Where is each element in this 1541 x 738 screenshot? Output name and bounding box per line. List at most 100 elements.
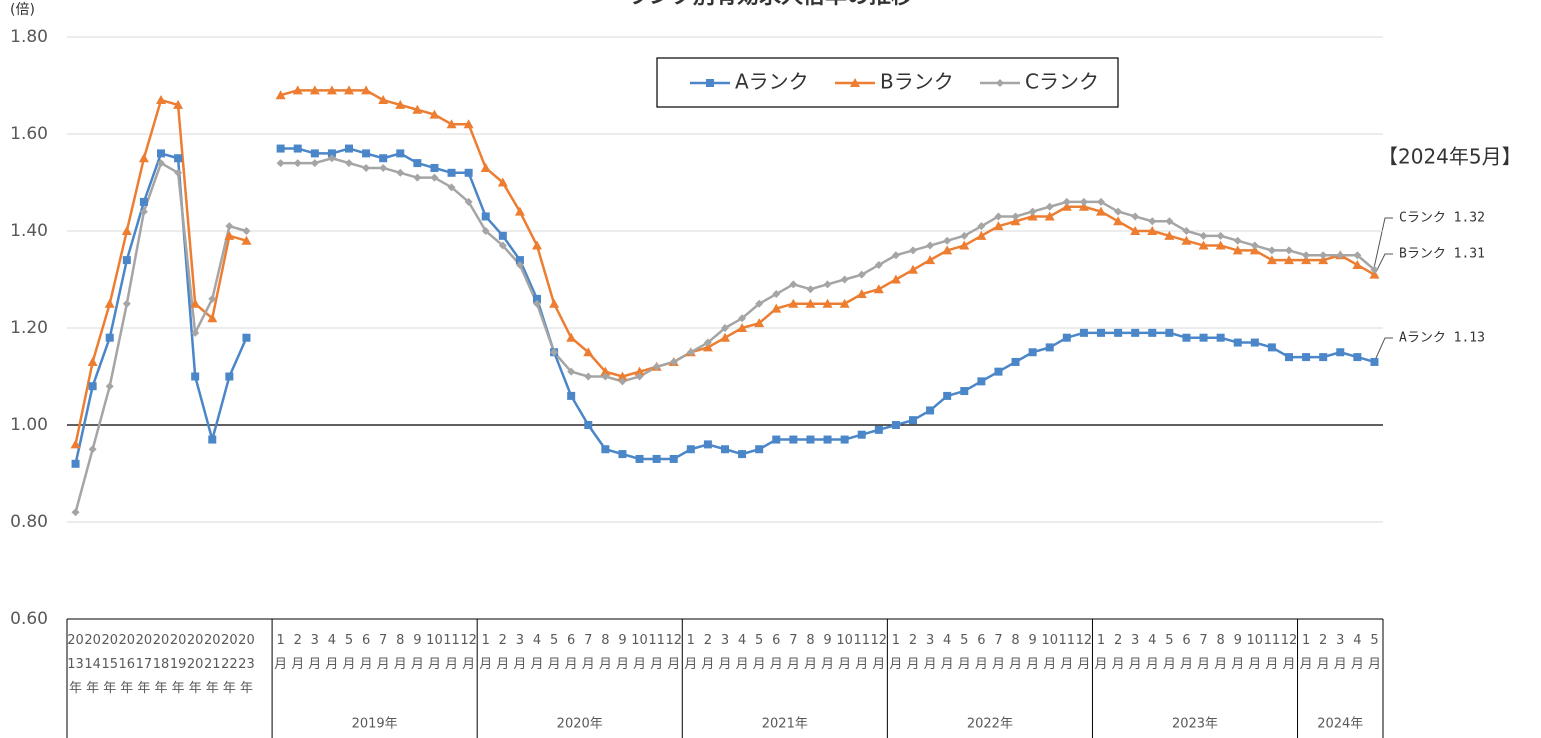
marker [1011, 212, 1020, 221]
marker [857, 430, 866, 439]
marker [652, 454, 661, 463]
marker [1182, 227, 1191, 235]
marker [430, 163, 439, 172]
y-unit: (倍) [10, 2, 35, 18]
series-line [74, 147, 1375, 465]
marker [1353, 353, 1362, 362]
marker [242, 227, 251, 235]
group-label: 2021年 [762, 717, 808, 732]
marker [1096, 206, 1106, 216]
marker [567, 367, 576, 376]
x-tick-label: 11 月 [1264, 633, 1281, 672]
marker [498, 241, 507, 250]
marker [139, 207, 148, 216]
marker [345, 144, 353, 153]
marker [686, 348, 695, 357]
marker [1198, 240, 1209, 250]
marker [925, 255, 936, 265]
marker [481, 227, 490, 235]
marker [362, 163, 371, 172]
marker [806, 435, 815, 444]
x-tick-label: 20 17 年 [136, 633, 153, 696]
marker [1097, 328, 1105, 337]
marker [857, 270, 866, 279]
marker [345, 159, 353, 168]
marker [738, 314, 747, 323]
marker [1370, 265, 1379, 274]
leader-line [1375, 253, 1393, 273]
marker [652, 362, 661, 371]
x-tick-label: 11 月 [443, 633, 460, 672]
marker [1352, 259, 1363, 269]
marker [498, 231, 507, 240]
x-tick-label: 20 14 年 [84, 633, 101, 696]
marker [1114, 328, 1123, 337]
group-label: 2023年 [1172, 717, 1218, 732]
marker [669, 454, 678, 463]
marker [224, 230, 235, 240]
marker [71, 508, 80, 517]
marker [702, 342, 713, 352]
x-tick-label: 20 23 年 [238, 633, 255, 696]
marker [635, 454, 644, 463]
marker [1148, 328, 1157, 337]
marker [361, 85, 372, 95]
y-tick-label: 0.80 [10, 512, 48, 532]
marker [1267, 343, 1276, 352]
marker [1301, 255, 1312, 265]
marker [241, 235, 252, 245]
marker [960, 387, 969, 396]
marker [1061, 201, 1072, 211]
marker [823, 435, 832, 444]
marker [1199, 333, 1208, 342]
marker [772, 290, 781, 299]
leader-line [1373, 217, 1393, 269]
marker [706, 79, 714, 87]
x-tick-label: 12 月 [871, 633, 888, 672]
marker [960, 231, 969, 240]
marker [1045, 343, 1054, 352]
marker [822, 298, 833, 308]
marker [1078, 201, 1089, 211]
marker [88, 445, 97, 454]
marker [1165, 217, 1174, 226]
marker [600, 366, 611, 376]
marker [1062, 333, 1071, 342]
marker [874, 425, 883, 434]
marker [121, 226, 132, 235]
x-tick-label: 20 15 年 [101, 633, 118, 696]
legend-label: Cランク [1025, 70, 1099, 94]
x-tick-label: 12 月 [1281, 633, 1298, 672]
marker [1011, 357, 1020, 366]
marker [1199, 231, 1208, 240]
marker [840, 435, 849, 444]
marker [225, 222, 234, 231]
marker [173, 99, 184, 109]
x-tick-label: 20 21 年 [204, 633, 221, 696]
marker [514, 206, 525, 216]
marker [87, 356, 98, 366]
x-tick-label: 10 月 [1041, 633, 1058, 672]
marker [566, 332, 577, 342]
marker [429, 109, 440, 119]
marker [1285, 353, 1293, 362]
marker [88, 382, 97, 391]
annotation: Bランク 1.31 [1399, 247, 1485, 262]
marker [738, 450, 747, 459]
marker [994, 367, 1003, 376]
marker [789, 280, 798, 289]
marker [618, 450, 627, 459]
marker [890, 274, 901, 284]
marker [996, 79, 1004, 87]
